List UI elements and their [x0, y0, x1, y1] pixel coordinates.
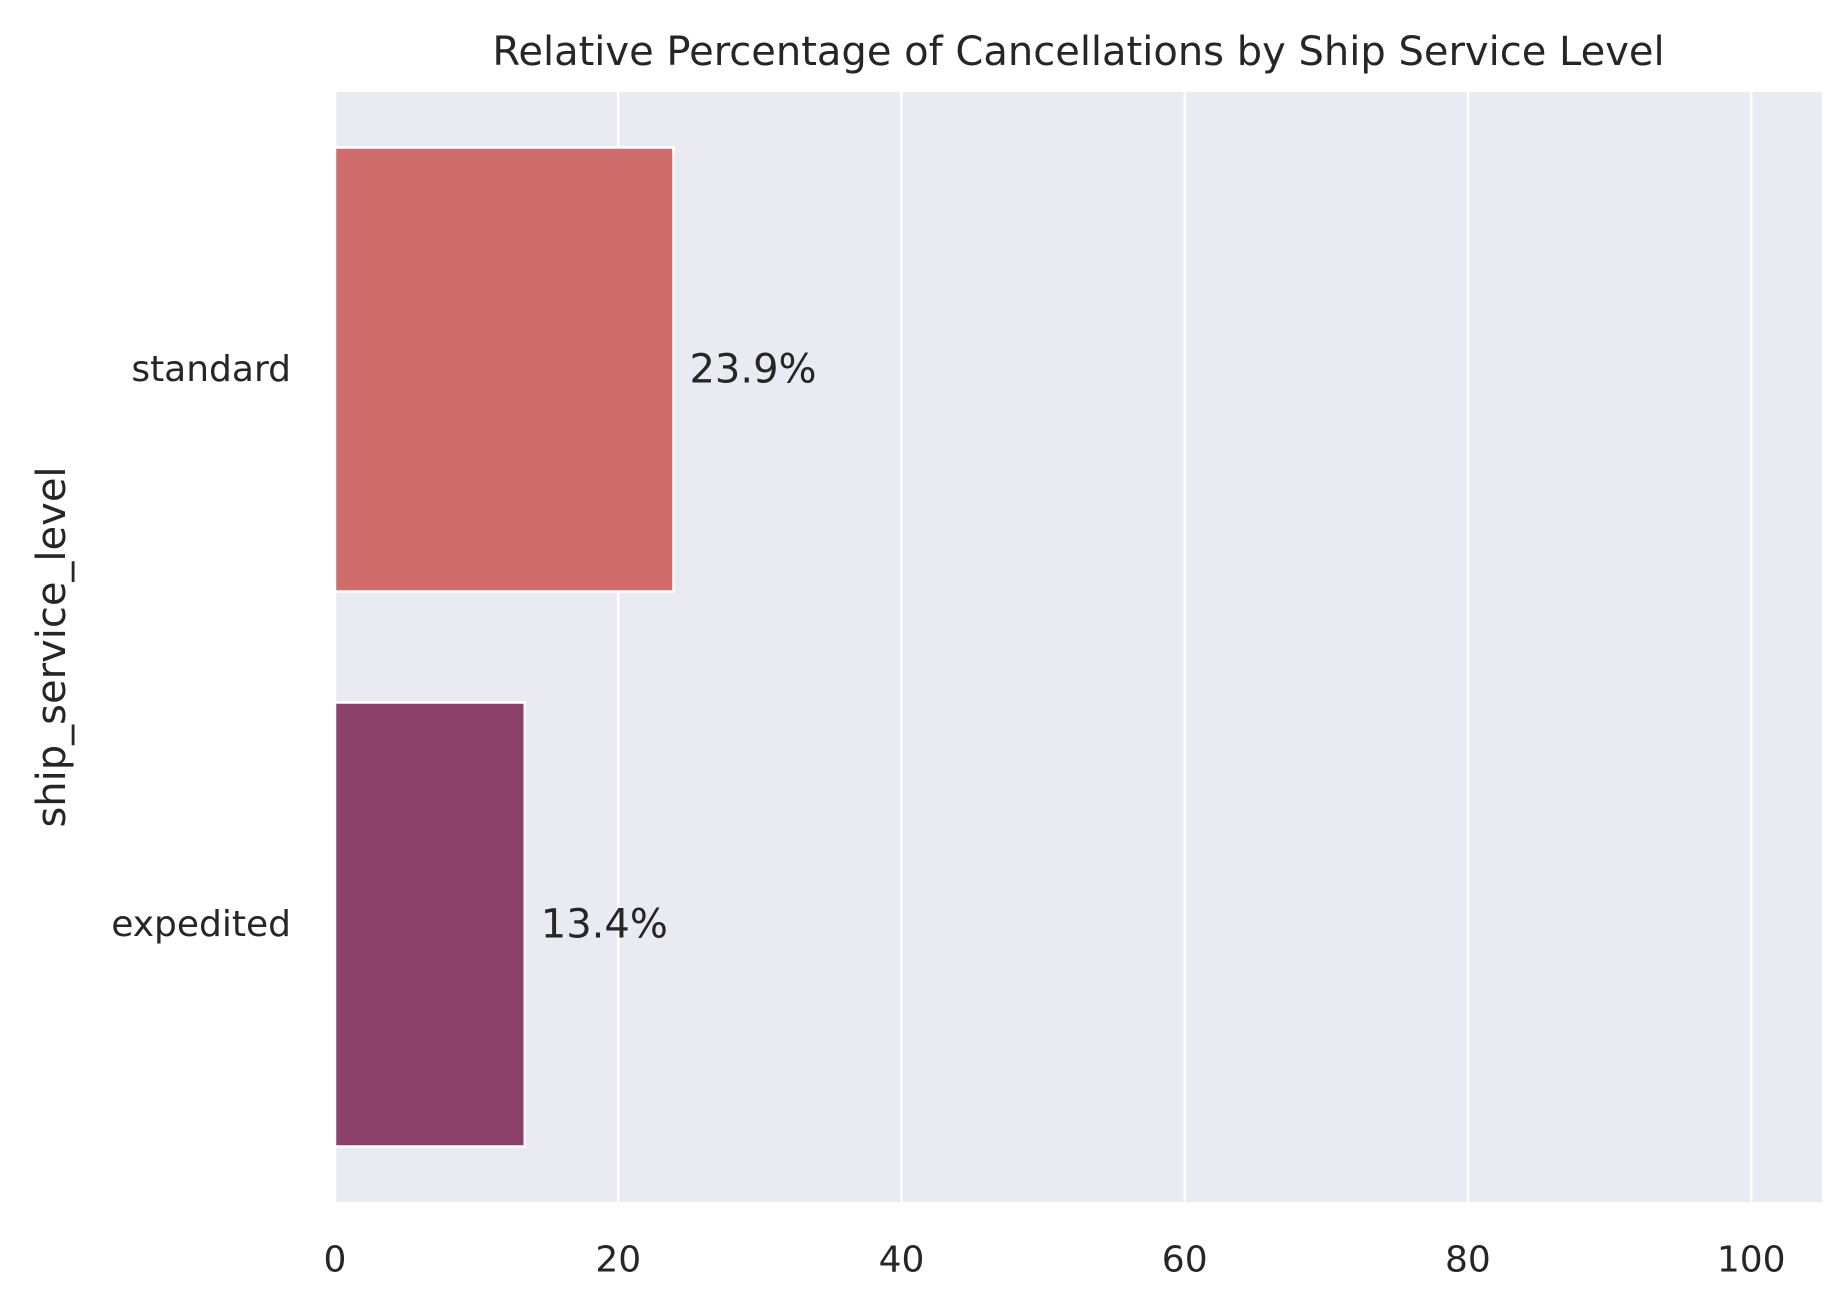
- value-label-standard: 23.9%: [689, 347, 816, 393]
- bar-expedited: [333, 701, 527, 1148]
- chart-title: Relative Percentage of Cancellations by …: [492, 29, 1664, 75]
- x-tick-label-60: 60: [1162, 1240, 1208, 1281]
- y-axis-ticks: standard expedited: [111, 349, 291, 945]
- value-label-expedited: 13.4%: [541, 902, 668, 948]
- x-tick-label-0: 0: [324, 1240, 347, 1281]
- bar-standard: [333, 146, 675, 593]
- x-tick-label-80: 80: [1445, 1240, 1491, 1281]
- bars: [333, 146, 675, 1148]
- y-axis-label: ship_service_level: [29, 466, 75, 827]
- data-labels: 23.9% 13.4%: [541, 347, 817, 948]
- y-tick-label-standard: standard: [131, 349, 291, 390]
- y-tick-label-expedited: expedited: [111, 904, 291, 945]
- x-tick-label-20: 20: [595, 1240, 641, 1281]
- x-axis-ticks: 0 20 40 60 80 100: [324, 1240, 1786, 1281]
- x-tick-label-40: 40: [879, 1240, 925, 1281]
- x-tick-label-100: 100: [1717, 1240, 1786, 1281]
